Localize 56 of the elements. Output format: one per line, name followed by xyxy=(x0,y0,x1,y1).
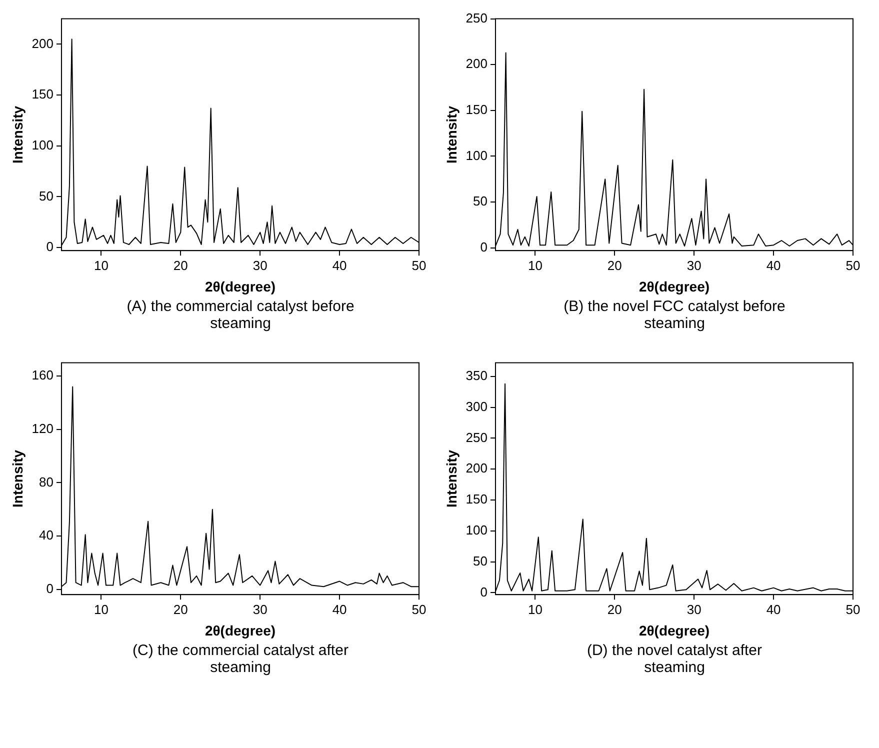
y-tick-label: 250 xyxy=(466,430,488,445)
y-tick-label: 200 xyxy=(466,56,488,72)
y-tick-label: 50 xyxy=(473,553,488,568)
y-tick-label: 0 xyxy=(46,580,54,596)
y-axis-title: Intensity xyxy=(443,106,460,164)
x-tick-label: 40 xyxy=(766,602,781,617)
x-tick-label: 10 xyxy=(94,602,108,617)
y-tick-label: 150 xyxy=(466,102,488,117)
text: (C) the commercial catalyst after steaming xyxy=(132,642,350,676)
x-tick-label: 30 xyxy=(686,602,702,617)
y-tick-label: 300 xyxy=(466,398,488,414)
x-tick-label: 40 xyxy=(766,258,781,273)
y-tick-label: 0 xyxy=(46,239,54,254)
x-tick-label: 20 xyxy=(173,602,188,617)
y-tick-label: 350 xyxy=(466,368,488,383)
x-tick-label: 40 xyxy=(332,258,347,273)
y-tick-label: 100 xyxy=(466,522,488,538)
y-tick-label: 200 xyxy=(32,36,54,51)
text: (B) the novel FCC catalyst before steaming xyxy=(562,298,786,332)
x-axis-title: 2θ(degree) xyxy=(638,278,710,294)
x-tick-label: 50 xyxy=(846,258,860,273)
y-axis-title: Intensity xyxy=(9,450,26,508)
y-tick-label: 100 xyxy=(32,137,54,152)
y-tick-label: 50 xyxy=(39,188,54,204)
x-axis-title: 2θ(degree) xyxy=(204,278,276,294)
text: (A) the commercial catalyst before steaming xyxy=(126,298,356,332)
x-tick-label: 20 xyxy=(173,258,188,273)
x-tick-label: 10 xyxy=(528,258,542,273)
y-tick-label: 200 xyxy=(466,460,488,476)
x-tick-label: 20 xyxy=(607,602,622,617)
y-tick-label: 120 xyxy=(32,420,54,436)
y-tick-label: 0 xyxy=(480,584,488,600)
y-tick-label: 40 xyxy=(39,528,54,543)
x-tick-label: 50 xyxy=(846,602,860,617)
x-tick-label: 50 xyxy=(412,602,426,617)
x-tick-label: 10 xyxy=(94,258,108,273)
y-tick-label: 160 xyxy=(32,368,54,383)
x-tick-label: 40 xyxy=(332,602,347,617)
y-tick-label: 50 xyxy=(473,194,488,209)
x-tick-label: 30 xyxy=(252,258,268,273)
x-tick-label: 50 xyxy=(412,258,426,273)
y-tick-label: 250 xyxy=(466,10,488,26)
y-tick-label: 150 xyxy=(466,492,488,507)
y-axis-title: Intensity xyxy=(443,450,460,508)
y-tick-label: 80 xyxy=(39,474,54,490)
x-tick-label: 30 xyxy=(252,602,268,617)
y-tick-label: 0 xyxy=(480,239,488,254)
y-axis-title: Intensity xyxy=(9,106,26,164)
text: (D) the novel catalyst after steaming xyxy=(586,642,764,676)
x-axis-title: 2θ(degree) xyxy=(638,622,710,638)
x-axis-title: 2θ(degree) xyxy=(204,622,276,638)
x-tick-label: 20 xyxy=(607,258,622,273)
x-tick-label: 10 xyxy=(528,602,542,617)
y-tick-label: 150 xyxy=(32,86,54,102)
x-tick-label: 30 xyxy=(686,258,702,273)
y-tick-label: 100 xyxy=(466,148,488,163)
